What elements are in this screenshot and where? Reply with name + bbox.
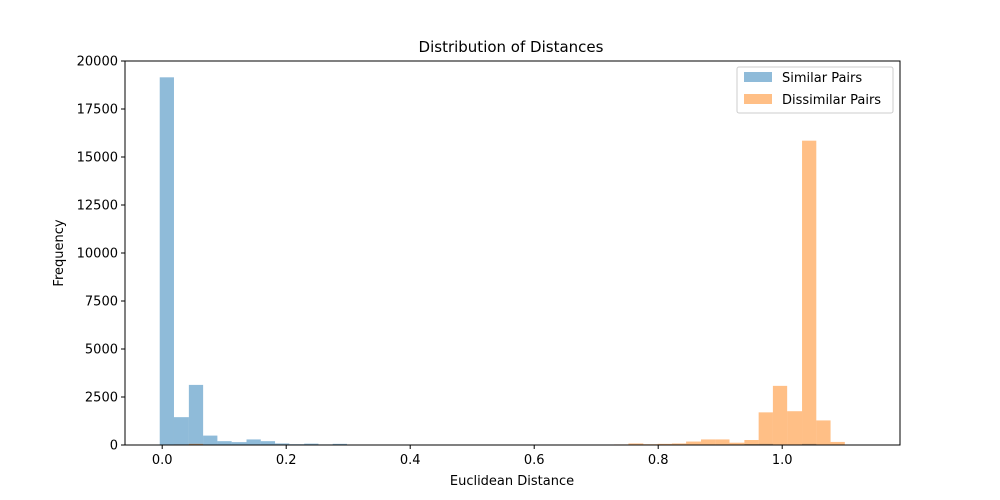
x-axis: 0.0 0.2 0.4 0.6 0.8 1.0 (152, 445, 793, 468)
bar-similar-pairs-6 (246, 439, 261, 445)
bar-dissimilar-pairs-17 (816, 420, 831, 445)
legend-box (736, 66, 894, 114)
x-axis-title: Euclidean Distance (450, 474, 574, 489)
bar-similar-pairs-2 (188, 384, 204, 445)
y-tick-label-1: 2500 (85, 391, 118, 406)
bar-similar-pairs-8 (275, 443, 290, 445)
bar-dissimilar-pairs-8 (686, 441, 701, 445)
x-tick-label-1: 0.2 (276, 453, 297, 468)
bar-similar-pairs-10 (304, 443, 319, 445)
bar-similar-pairs-5 (231, 442, 247, 445)
legend: Similar Pairs Dissimilar Pairs (736, 66, 894, 114)
y-tick-label-6: 15000 (77, 151, 118, 166)
bar-dissimilar-pairs-18 (830, 441, 845, 445)
bar-similar-pairs-7 (260, 441, 276, 445)
bar-dissimilar-pairs-7 (671, 443, 687, 445)
y-tick-label-2: 5000 (85, 343, 118, 358)
bar-similar-pairs-3 (203, 435, 218, 445)
bar-dissimilar-pairs-14 (772, 385, 788, 445)
x-tick-label-5: 1.0 (772, 453, 793, 468)
y-tick-label-7: 17500 (77, 103, 118, 118)
bar-dissimilar-pairs-10 (715, 439, 730, 445)
legend-label-similar-pairs: Similar Pairs (782, 71, 862, 86)
bar-dissimilar-pairs-16 (802, 140, 817, 445)
legend-swatch-similar-pairs (744, 72, 772, 82)
y-tick-label-0: 0 (110, 439, 118, 454)
legend-label-dissimilar-pairs: Dissimilar Pairs (782, 93, 881, 108)
y-axis: 0 2500 5000 7500 10000 12500 15000 17500 20000 (77, 55, 125, 454)
bars-layer (159, 77, 845, 445)
chart-title: Distribution of Distances (419, 38, 604, 56)
bar-dissimilar-pairs-11 (729, 442, 745, 445)
bar-similar-pairs-1 (173, 417, 189, 445)
legend-swatch-dissimilar-pairs (744, 94, 772, 104)
bar-similar-pairs-0 (159, 77, 174, 445)
x-tick-label-3: 0.6 (524, 453, 545, 468)
y-tick-label-8: 20000 (77, 55, 118, 70)
bar-dissimilar-pairs-13 (758, 412, 773, 445)
x-tick-label-0: 0.0 (152, 453, 173, 468)
bar-dissimilar-pairs-12 (744, 440, 759, 445)
bar-dissimilar-pairs-6 (657, 443, 672, 445)
y-tick-label-4: 10000 (77, 247, 118, 262)
bar-similar-pairs-4 (217, 441, 232, 445)
bar-dissimilar-pairs-15 (787, 411, 803, 445)
y-tick-label-5: 12500 (77, 199, 118, 214)
bar-dissimilar-pairs-1 (188, 443, 204, 445)
x-tick-label-2: 0.4 (400, 453, 421, 468)
y-tick-label-3: 7500 (85, 295, 118, 310)
bar-similar-pairs-12 (332, 443, 347, 445)
bar-dissimilar-pairs-9 (700, 439, 716, 445)
x-tick-label-4: 0.8 (648, 453, 669, 468)
bar-dissimilar-pairs-4 (628, 443, 644, 445)
y-axis-title: Frequency (52, 219, 67, 286)
